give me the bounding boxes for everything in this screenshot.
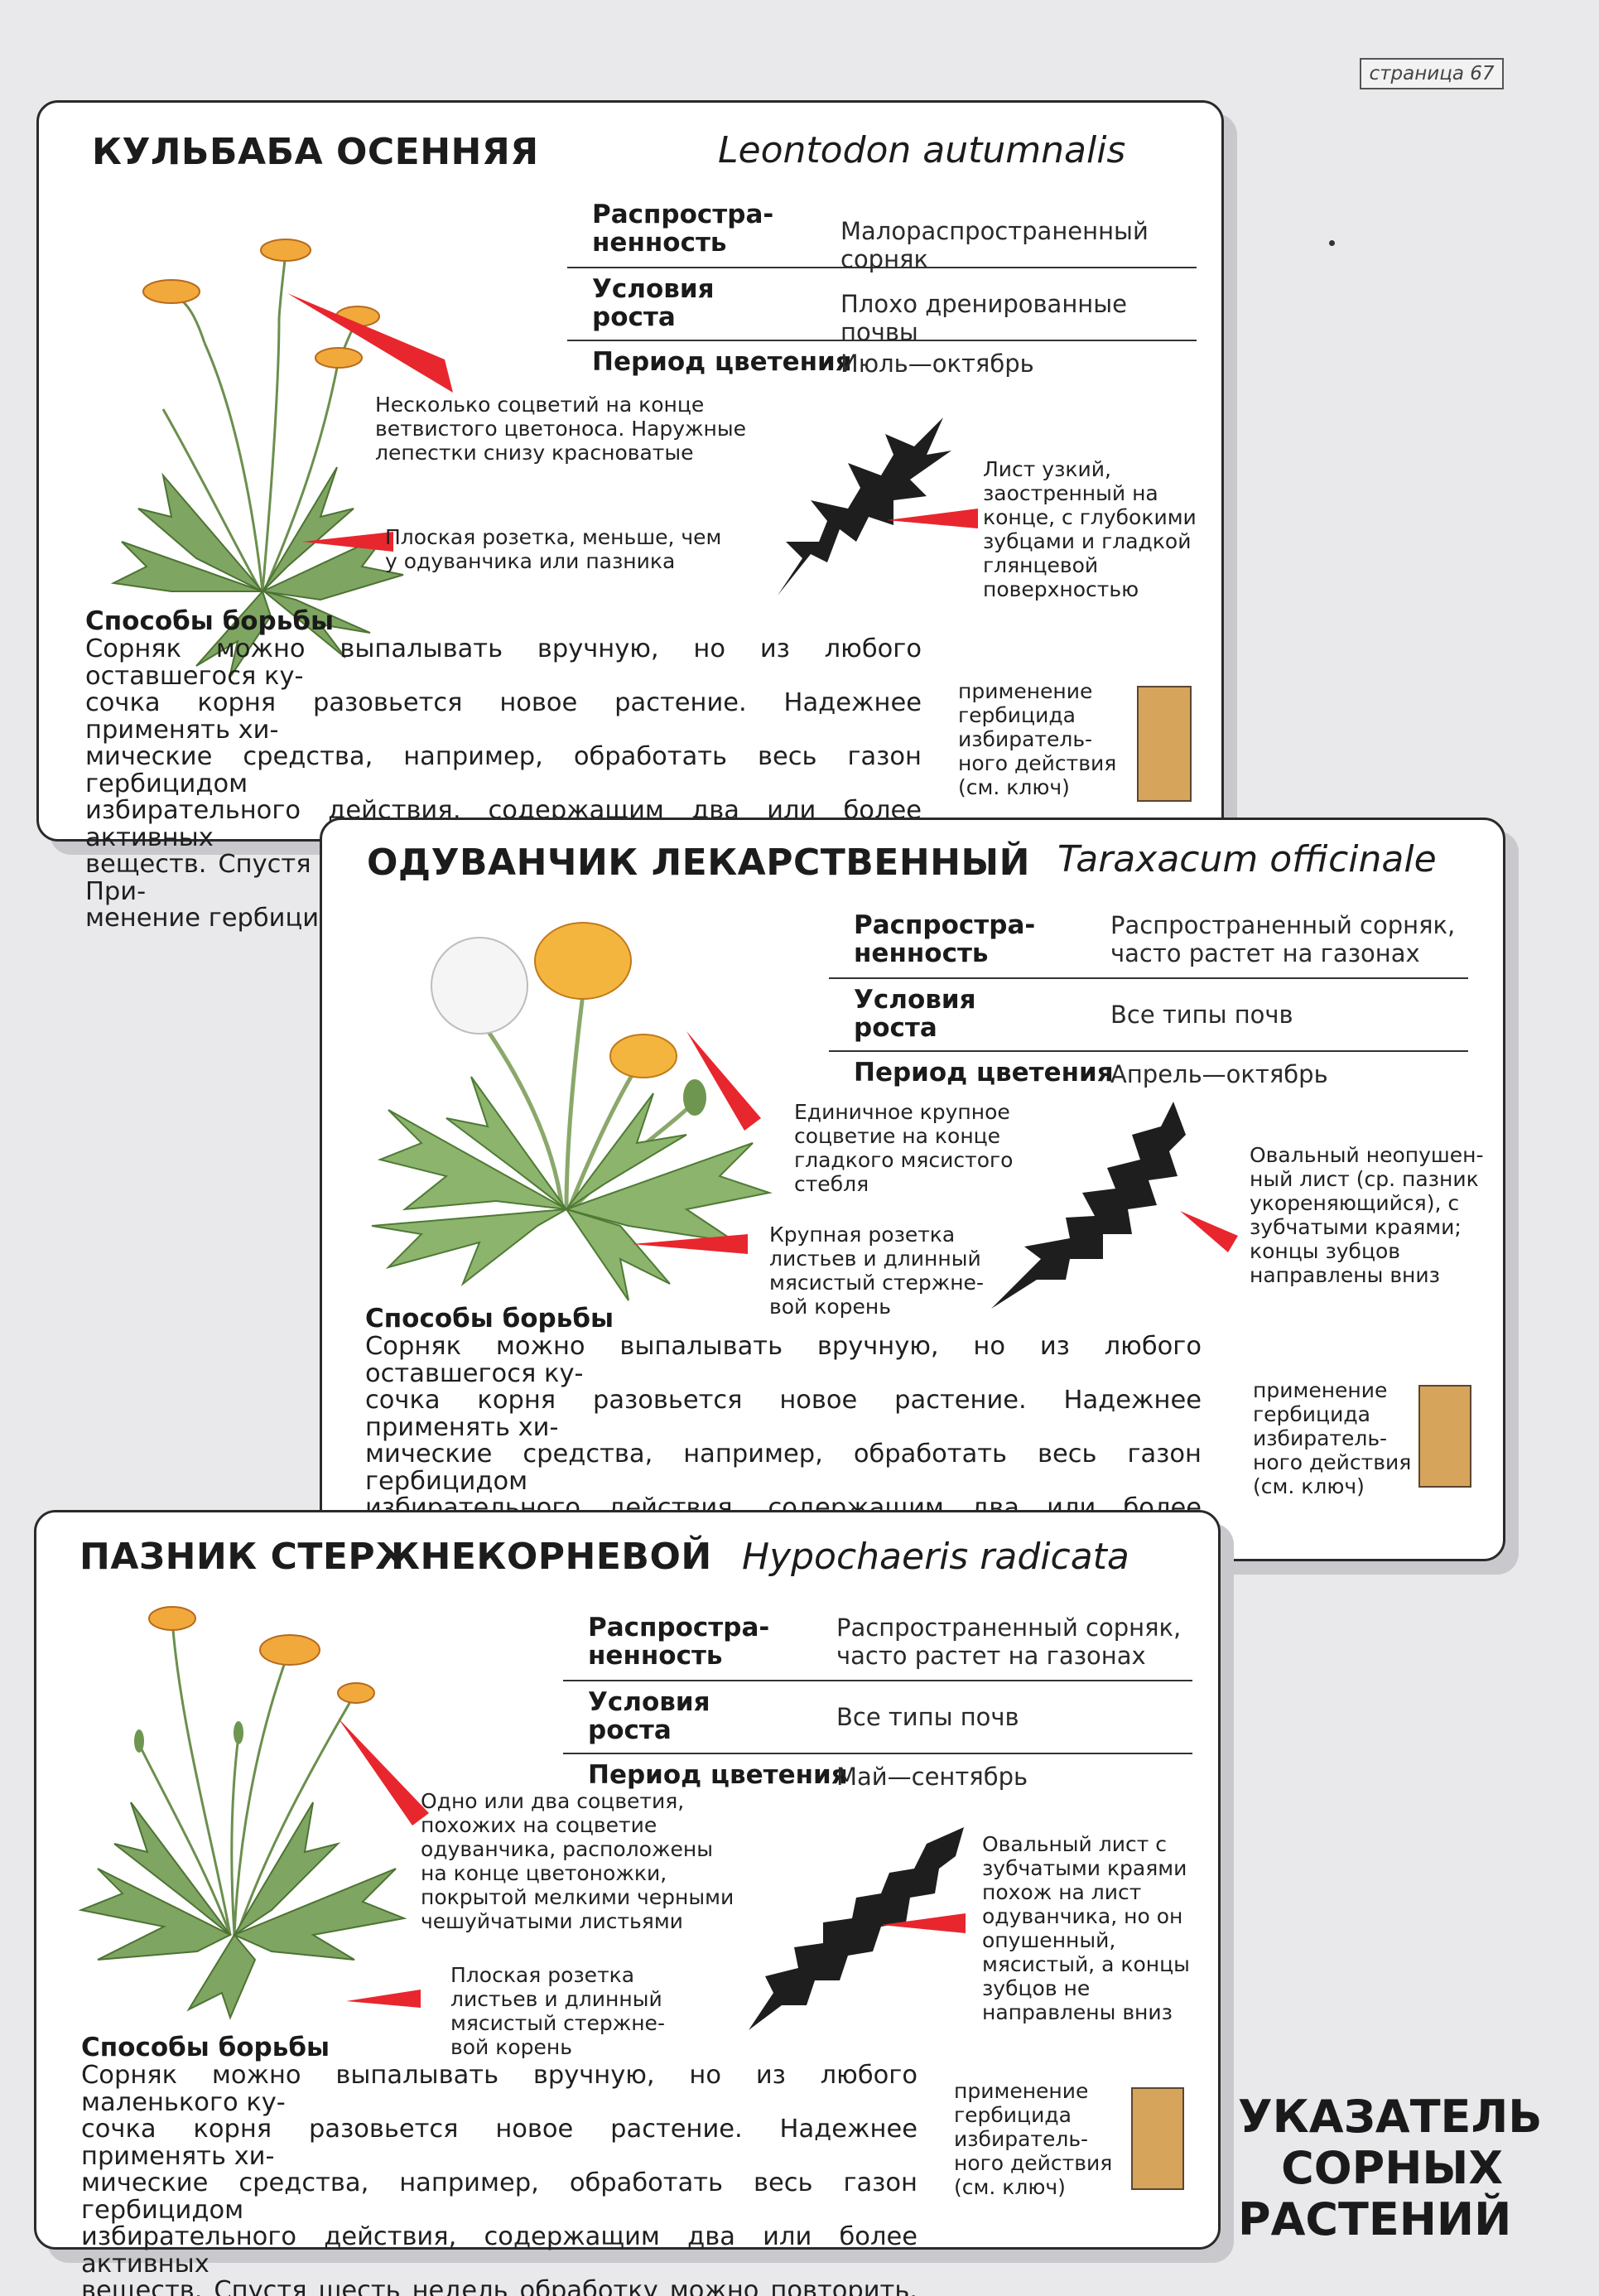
note-rosette: Крупная розетка листьев и длинный мясистый… (769, 1223, 984, 1319)
taraxacum-leaf-silhouette (991, 1102, 1186, 1309)
note-leaf: Овальный неопушен-ный лист (ср. пазник ук… (1250, 1143, 1484, 1287)
methods-title: Способы борьбы (81, 2033, 330, 2062)
info-label: Распростра-ненность (854, 910, 1036, 968)
info-value: Малораспространенный сорняк (840, 217, 1149, 273)
info-value: Апрель—октябрь (1110, 1060, 1328, 1088)
info-row-conditions: Условия роста Все типы почв (563, 1681, 1192, 1754)
info-table: Распростра-ненность Распространенный сор… (829, 903, 1468, 1093)
card-latin-name: Hypochaeris radicata (742, 1536, 1129, 1578)
pointer-leaf (881, 1913, 966, 1933)
info-value: Все типы почв (1110, 1001, 1293, 1029)
info-label: Период цветения (854, 1058, 1114, 1088)
info-label: Распростра-ненность (592, 200, 774, 258)
print-speck (1329, 240, 1335, 246)
card-latin-name: Leontodon autumnalis (718, 129, 1126, 171)
card-title: ПАЗНИК СТЕРЖНЕКОРНЕВОЙ (79, 1536, 712, 1578)
legend-text: применение гербицида избиратель-ного дейст… (958, 679, 1117, 799)
pointer-leaf (887, 509, 978, 528)
info-row-bloom: Период цветения Июль—октябрь (567, 341, 1197, 383)
pointer-rosette (346, 1990, 421, 2008)
note-leaf: Лист узкий, заостренный на конце, с глубок… (983, 457, 1197, 601)
methods-title: Способы борьбы (365, 1304, 614, 1334)
leontodon-plant-illustration (110, 239, 404, 679)
hypochaeris-leaf-silhouette (749, 1827, 964, 2030)
herbicide-swatch (1137, 686, 1192, 802)
pointer-flower (686, 1031, 761, 1131)
pointer-leaf (1180, 1211, 1238, 1252)
info-table: Распростра-ненность Малораспространенный… (567, 192, 1197, 383)
weed-card-taraxacum: ОДУВАНЧИК ЛЕКАРСТВЕННЫЙ Taraxacum offici… (320, 818, 1505, 1629)
info-row-spread: Распростра-ненность Малораспространенный… (567, 192, 1197, 273)
info-label: Условия роста (592, 274, 715, 332)
info-row-bloom: Период цветения Апрель—октябрь (829, 1052, 1468, 1093)
info-label: Условия роста (588, 1687, 710, 1745)
note-rosette: Плоская розетка, меньше, чем у одуванчика… (385, 525, 722, 573)
page-number: страница 67 (1360, 58, 1504, 89)
info-label: Период цветения (592, 347, 852, 377)
pointer-rosette (632, 1234, 748, 1254)
info-table: Распростра-ненность Распространенный сор… (563, 1605, 1192, 1796)
methods-title: Способы борьбы (85, 606, 335, 636)
legend-text: применение гербицида избиратель-ного дейст… (1253, 1378, 1412, 1498)
methods-text: Сорняк можно выпалывать вручную, но из л… (81, 2061, 917, 2296)
info-row-spread: Распростра-ненность Распространенный сор… (829, 903, 1468, 979)
info-value: Май—сентябрь (836, 1763, 1028, 1791)
note-rosette: Плоская розетка листьев и длинный мясистый… (450, 1963, 665, 2059)
section-title: УКАЗАТЕЛЬ СОРНЫХ РАСТЕНИЙ (1238, 2091, 1543, 2245)
hypochaeris-plant-illustration (78, 1606, 407, 2020)
note-inflorescence: Единичное крупное соцветие на конце гладко… (794, 1100, 1014, 1196)
pointer-flower (338, 1718, 429, 1826)
herbicide-swatch (1131, 2087, 1184, 2190)
card-title: КУЛЬБАБА ОСЕННЯЯ (92, 131, 539, 173)
info-value: Все типы почв (836, 1703, 1019, 1731)
herbicide-swatch (1418, 1385, 1471, 1488)
info-row-conditions: Условия роста Плохо дренированные почвы (567, 268, 1197, 346)
info-row-bloom: Период цветения Май—сентябрь (563, 1754, 1192, 1796)
info-label: Период цветения (588, 1760, 848, 1790)
note-leaf: Овальный лист с зубчатыми краями похож на … (982, 1832, 1190, 2024)
info-value: Плохо дренированные почвы (840, 290, 1127, 346)
legend-text: применение гербицида избиратель-ного дейст… (954, 2079, 1113, 2199)
weed-card-leontodon: КУЛЬБАБА ОСЕННЯЯ Leontodon autumnalis Ра… (36, 100, 1224, 932)
info-value: Июль—октябрь (840, 350, 1034, 378)
info-row-conditions: Условия роста Все типы почв (829, 979, 1468, 1052)
taraxacum-plant-illustration (371, 922, 773, 1301)
card-latin-name: Taraxacum officinale (1057, 838, 1437, 880)
info-row-spread: Распростра-ненность Распространенный сор… (563, 1605, 1192, 1681)
info-label: Условия роста (854, 985, 976, 1043)
card-title: ОДУВАНЧИК ЛЕКАРСТВЕННЫЙ (367, 842, 1030, 884)
note-inflorescence: Несколько соцветий на конце ветвистого цв… (375, 393, 746, 465)
weed-card-hypochaeris: ПАЗНИК СТЕРЖНЕКОРНЕВОЙ Hypochaeris radic… (34, 1510, 1221, 2296)
pointer-flower (287, 293, 453, 393)
info-label: Распростра-ненность (588, 1613, 770, 1671)
note-inflorescence: Одно или два соцветия, похожих на соцвети… (421, 1789, 734, 1933)
pointer-rosette (302, 532, 393, 552)
leontodon-leaf-silhouette (778, 417, 951, 596)
info-value: Распространенный сорняк, часто растет на … (836, 1613, 1182, 1670)
info-value: Распространенный сорняк, часто растет на … (1110, 911, 1456, 967)
